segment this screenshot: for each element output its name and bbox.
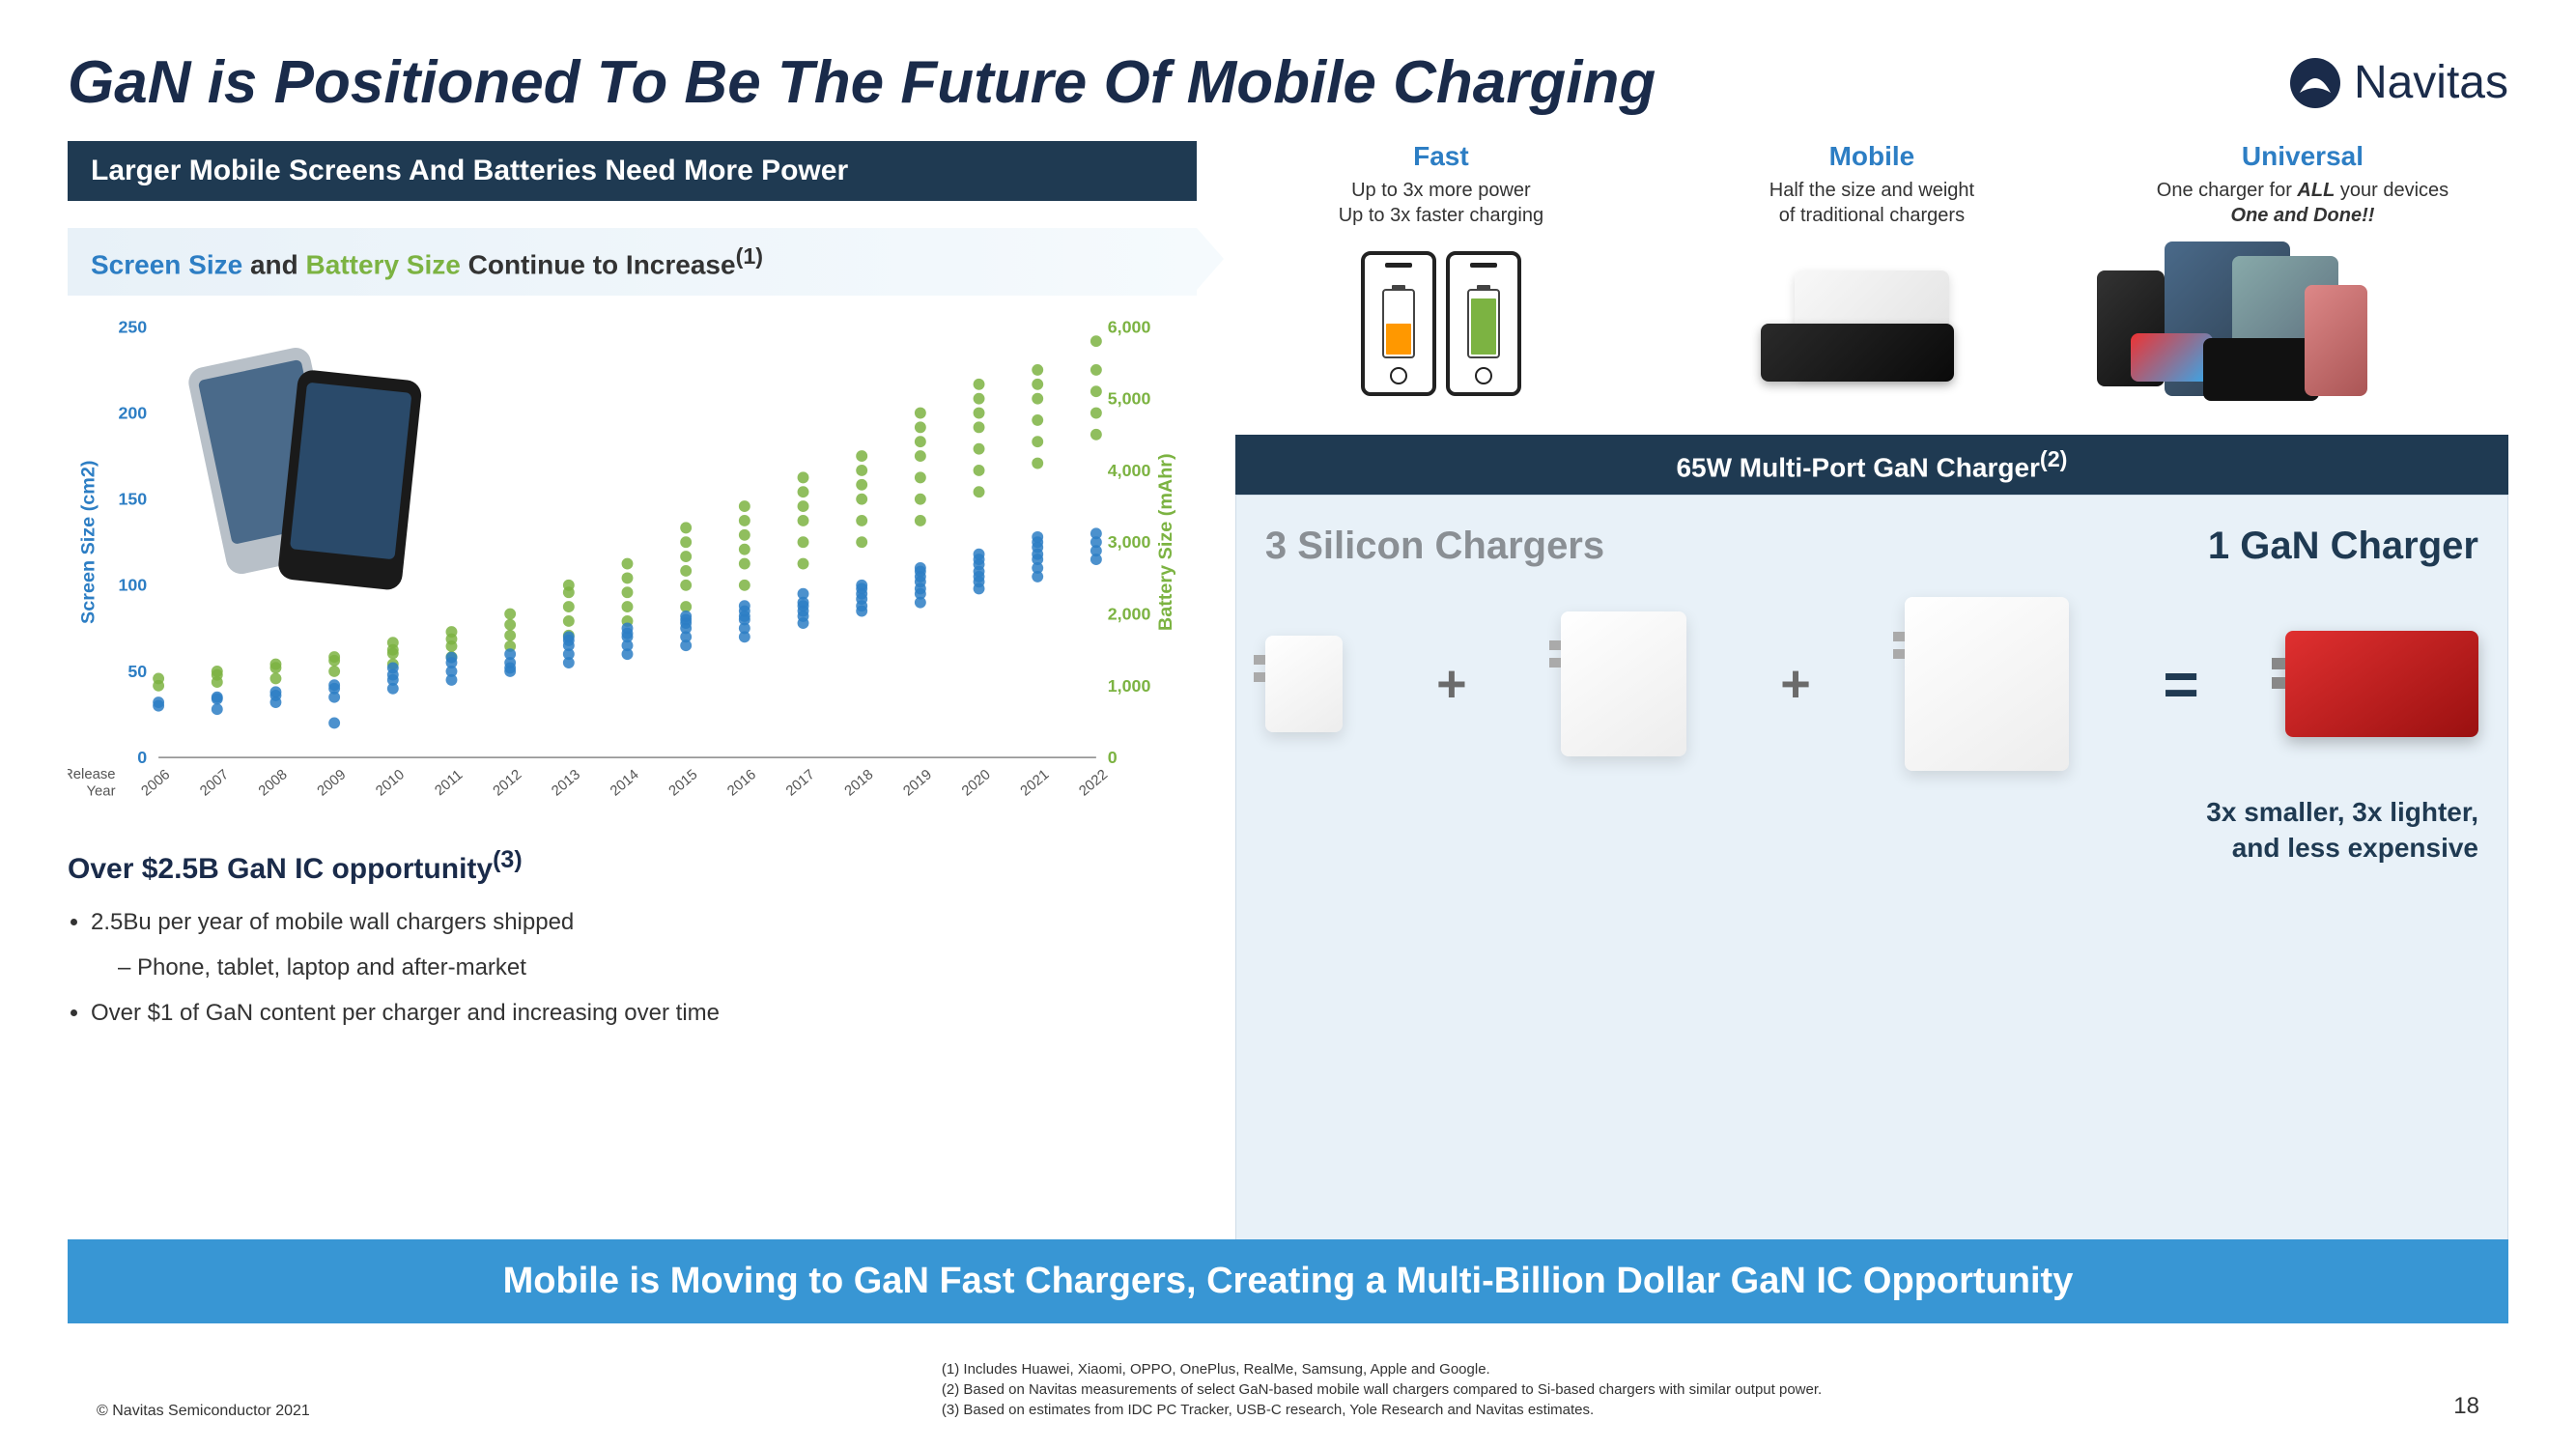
svg-text:2019: 2019 — [900, 767, 935, 799]
comparison-tagline: 3x smaller, 3x lighter,and less expensiv… — [1265, 795, 2478, 866]
opportunity-title: Over $2.5B GaN IC opportunity(3) — [68, 846, 1197, 886]
silicon-title: 3 Silicon Chargers — [1265, 525, 1604, 568]
svg-text:2007: 2007 — [197, 767, 232, 799]
multiport-banner: 65W Multi-Port GaN Charger(2) — [1235, 435, 2508, 495]
svg-text:2009: 2009 — [315, 767, 350, 799]
svg-text:0: 0 — [1108, 748, 1118, 767]
svg-text:5,000: 5,000 — [1108, 389, 1151, 409]
svg-text:2018: 2018 — [842, 767, 877, 799]
svg-text:Screen Size (cm2): Screen Size (cm2) — [78, 461, 99, 624]
plus-icon: + — [1436, 654, 1467, 714]
page-number: 18 — [2453, 1393, 2479, 1420]
svg-text:2012: 2012 — [491, 767, 525, 799]
navitas-logo: Navitas — [2288, 56, 2508, 110]
svg-text:2021: 2021 — [1018, 767, 1053, 799]
svg-text:2010: 2010 — [373, 767, 408, 799]
svg-text:2006: 2006 — [139, 767, 174, 799]
svg-text:3,000: 3,000 — [1108, 533, 1151, 553]
sub-banner: Screen Size and Battery Size Continue to… — [68, 228, 1197, 296]
svg-text:2013: 2013 — [549, 767, 583, 799]
equals-icon: = — [2163, 648, 2191, 720]
svg-text:2014: 2014 — [608, 767, 642, 799]
bottom-banner: Mobile is Moving to GaN Fast Chargers, C… — [68, 1239, 2508, 1323]
navitas-logo-icon — [2288, 56, 2342, 110]
svg-text:150: 150 — [118, 490, 147, 509]
silicon-charger-1 — [1265, 636, 1343, 732]
bullet-2: Over $1 of GaN content per charger and i… — [91, 994, 1197, 1034]
charger-comparison-row: + + = — [1265, 597, 2478, 771]
svg-text:250: 250 — [118, 318, 147, 337]
silicon-charger-3 — [1905, 597, 2069, 771]
slide-footer: © Navitas Semiconductor 2021 (1) Include… — [97, 1359, 2479, 1420]
comparison-box: 3 Silicon Chargers 1 GaN Charger + + = 3x … — [1235, 495, 2508, 1300]
features-row: Fast Up to 3x more powerUp to 3x faster … — [1235, 141, 2508, 406]
feature-fast: Fast Up to 3x more powerUp to 3x faster … — [1235, 141, 1647, 406]
svg-text:2017: 2017 — [783, 767, 818, 799]
svg-text:6,000: 6,000 — [1108, 318, 1151, 337]
footnotes: (1) Includes Huawei, Xiaomi, OPPO, OnePl… — [942, 1359, 1822, 1420]
svg-text:Release: Release — [68, 767, 116, 782]
gan-charger — [2285, 631, 2478, 737]
copyright: © Navitas Semiconductor 2021 — [97, 1403, 310, 1420]
feature-universal: Universal One charger for ALL your devic… — [2097, 141, 2508, 406]
svg-text:50: 50 — [127, 662, 147, 681]
svg-text:2011: 2011 — [433, 768, 467, 800]
svg-text:100: 100 — [118, 576, 147, 595]
gan-title: 1 GaN Charger — [2208, 525, 2478, 568]
svg-text:2016: 2016 — [724, 767, 759, 799]
svg-text:2020: 2020 — [959, 767, 994, 799]
opportunity-bullets: 2.5Bu per year of mobile wall chargers s… — [68, 903, 1197, 1033]
phones-icon — [1235, 242, 1647, 406]
sub-bullet: Phone, tablet, laptop and after-market — [118, 949, 1197, 988]
svg-text:2022: 2022 — [1077, 767, 1112, 799]
devices-icon — [2097, 242, 2367, 406]
left-banner: Larger Mobile Screens And Batteries Need… — [68, 141, 1197, 201]
feature-mobile: Mobile Half the size and weightof tradit… — [1666, 141, 2078, 406]
svg-text:200: 200 — [118, 404, 147, 423]
opportunity-section: Over $2.5B GaN IC opportunity(3) 2.5Bu p… — [68, 846, 1197, 1038]
svg-text:2008: 2008 — [256, 767, 291, 799]
svg-text:0: 0 — [137, 748, 147, 767]
svg-text:1,000: 1,000 — [1108, 676, 1151, 696]
svg-text:2015: 2015 — [666, 767, 701, 799]
navitas-logo-text: Navitas — [2354, 56, 2508, 109]
bullet-1: 2.5Bu per year of mobile wall chargers s… — [91, 903, 1197, 943]
battery-size-label: Battery Size — [306, 249, 461, 279]
svg-text:4,000: 4,000 — [1108, 461, 1151, 480]
screen-size-label: Screen Size — [91, 249, 242, 279]
slide-title: GaN is Positioned To Be The Future Of Mo… — [68, 48, 1656, 117]
svg-text:Battery Size (mAhr): Battery Size (mAhr) — [1155, 454, 1176, 632]
scatter-chart: 0 50 100 150 200 250 Screen Size (cm2) 0 1,000 2,… — [68, 305, 1197, 827]
svg-text:2,000: 2,000 — [1108, 605, 1151, 624]
slide-header: GaN is Positioned To Be The Future Of Mo… — [68, 48, 2508, 117]
silicon-charger-2 — [1561, 611, 1686, 756]
svg-text:Year: Year — [87, 784, 116, 800]
plus-icon: + — [1780, 654, 1811, 714]
charger-icon — [1666, 242, 2078, 406]
